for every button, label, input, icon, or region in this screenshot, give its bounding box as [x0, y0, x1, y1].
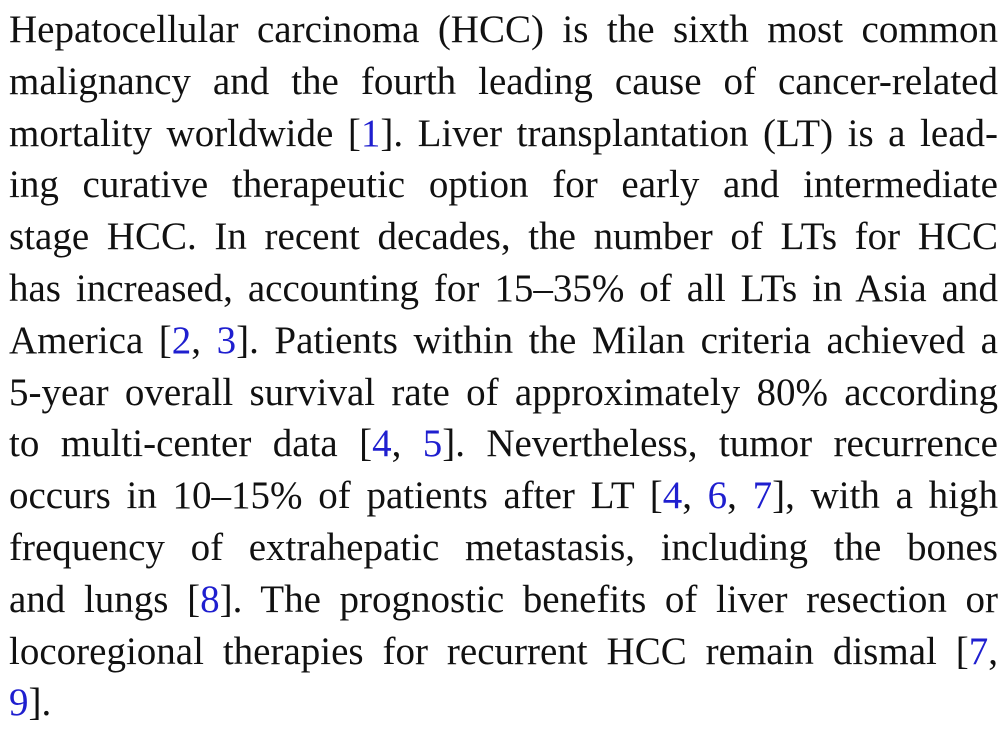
text-segment: stage HCC. In recent decades, the number… [9, 215, 998, 259]
text-segment: , [191, 318, 217, 362]
text-line: has increased, accounting for 15–35% of … [9, 263, 998, 315]
citation-link[interactable]: 1 [360, 111, 381, 155]
text-segment: malignancy and the fourth leading cause … [9, 59, 998, 103]
text-line: America [2, 3]. Patients within the Mila… [9, 315, 998, 367]
text-segment: frequency of extrahepatic metastasis, in… [9, 525, 998, 569]
body-paragraph: Hepatocellular carcinoma (HCC) is the si… [9, 4, 998, 729]
text-line: Hepatocellular carcinoma (HCC) is the si… [9, 4, 998, 56]
text-segment: to multi-center data [ [9, 422, 373, 466]
text-segment: , [727, 474, 753, 518]
text-segment: ]. Nevertheless, tumor recurrence [442, 422, 998, 466]
citation-link[interactable]: 7 [968, 629, 989, 673]
text-segment: , [391, 422, 423, 466]
citation-link[interactable]: 9 [9, 681, 29, 725]
citation-link[interactable]: 6 [707, 474, 728, 518]
text-line: frequency of extrahepatic metastasis, in… [9, 522, 998, 574]
text-line: and lungs [8]. The prognostic benefits o… [9, 574, 998, 626]
citation-link[interactable]: 8 [200, 577, 220, 621]
citation-link[interactable]: 5 [422, 422, 443, 466]
text-line: stage HCC. In recent decades, the number… [9, 211, 998, 263]
text-segment: has increased, accounting for 15–35% of … [9, 266, 998, 310]
text-segment: and lungs [ [9, 577, 201, 621]
text-line: locoregional therapies for recurrent HCC… [9, 626, 998, 678]
text-line: mortality worldwide [1]. Liver transplan… [9, 108, 998, 160]
text-line: 9]. [9, 677, 998, 729]
text-line: to multi-center data [4, 5]. Nevertheles… [9, 418, 998, 470]
text-segment: , [988, 629, 998, 673]
text-segment: ]. [28, 681, 52, 725]
text-segment: , [682, 474, 708, 518]
text-segment: occurs in 10–15% of patients after LT [ [9, 474, 663, 518]
text-line: ing curative therapeutic option for earl… [9, 159, 998, 211]
text-segment: ]. Liver transplantation (LT) is a lead- [380, 111, 998, 155]
text-segment: 5-year overall survival rate of approxim… [9, 370, 998, 414]
text-line: malignancy and the fourth leading cause … [9, 56, 998, 108]
text-segment: locoregional therapies for recurrent HCC… [9, 629, 969, 673]
text-segment: ]. The prognostic benefits of liver rese… [219, 577, 998, 621]
text-segment: ], with a high [772, 474, 999, 518]
citation-link[interactable]: 4 [372, 422, 392, 466]
text-segment: ing curative therapeutic option for earl… [9, 163, 998, 207]
citation-link[interactable]: 2 [171, 318, 192, 362]
citation-link[interactable]: 4 [662, 474, 683, 518]
text-segment: Hepatocellular carcinoma (HCC) is the si… [9, 8, 998, 51]
text-segment: ]. Patients within the Milan criteria ac… [236, 318, 998, 362]
text-line: 5-year overall survival rate of approxim… [9, 367, 998, 419]
text-segment: mortality worldwide [ [9, 111, 361, 155]
text-segment: America [ [9, 318, 172, 362]
citation-link[interactable]: 7 [752, 474, 773, 518]
citation-link[interactable]: 3 [216, 318, 237, 362]
text-line: occurs in 10–15% of patients after LT [4… [9, 470, 998, 522]
